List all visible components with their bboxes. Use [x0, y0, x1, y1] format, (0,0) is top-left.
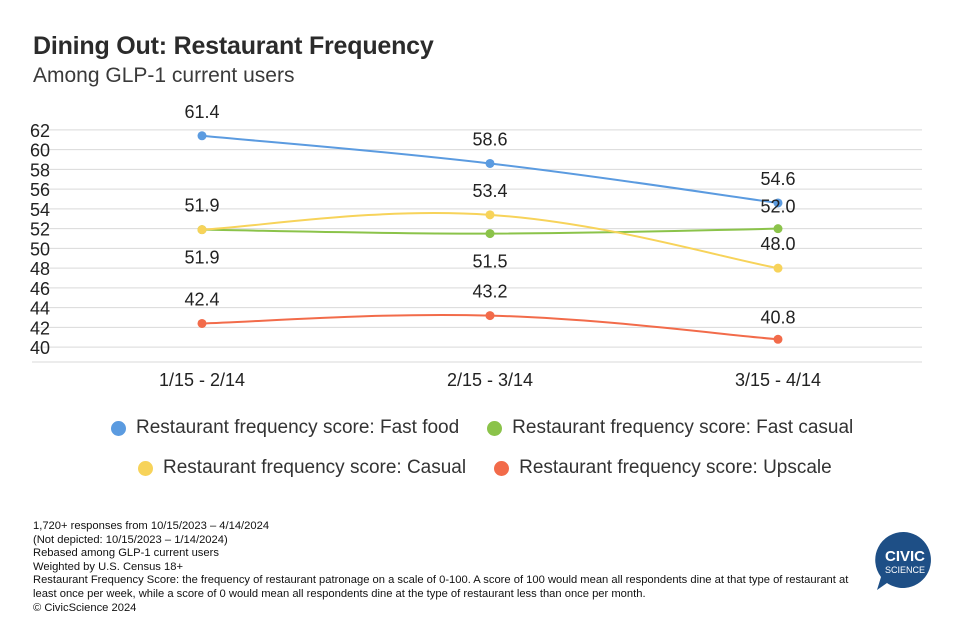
chart-subtitle: Among GLP-1 current users [33, 64, 295, 87]
footnotes: 1,720+ responses from 10/15/2023 – 4/14/… [33, 520, 863, 615]
data-label-fast-casual: 51.5 [472, 252, 507, 272]
x-tick-label: 3/15 - 4/14 [735, 370, 821, 390]
y-tick-label: 48 [30, 259, 50, 279]
data-label-fast-casual: 51.9 [184, 248, 219, 268]
y-tick-label: 52 [30, 220, 50, 240]
legend-label-casual: Restaurant frequency score: Casual [163, 457, 467, 478]
legend-item-upscale: Restaurant frequency score: Upscale [494, 457, 832, 479]
legend-label-upscale: Restaurant frequency score: Upscale [519, 457, 832, 478]
y-tick-label: 44 [30, 299, 50, 319]
y-tick-label: 62 [30, 121, 50, 141]
legend-label-fast-casual: Restaurant frequency score: Fast casual [512, 417, 854, 438]
chart-title: Dining Out: Restaurant Frequency [33, 32, 434, 60]
y-tick-label: 54 [30, 200, 50, 220]
data-point-casual [773, 263, 783, 273]
y-tick-label: 50 [30, 239, 50, 259]
data-point-upscale [773, 334, 783, 344]
y-tick-label: 46 [30, 279, 50, 299]
data-label-upscale: 43.2 [472, 282, 507, 302]
footnote-line: Weighted by U.S. Census 18+ [33, 560, 183, 573]
y-tick-label: 40 [30, 338, 50, 358]
data-point-upscale [485, 311, 495, 321]
data-point-casual [197, 225, 207, 235]
x-tick-label: 1/15 - 2/14 [159, 370, 245, 390]
logo-text-civic: CIVIC [885, 548, 925, 565]
data-point-fast-casual [485, 229, 495, 239]
legend-row-1: Restaurant frequency score: Fast food Re… [111, 417, 853, 439]
data-label-fast-casual: 52.0 [760, 197, 795, 217]
legend-item-casual: Restaurant frequency score: Casual [138, 457, 466, 479]
x-tick-label: 2/15 - 3/14 [447, 370, 533, 390]
footnote-line: Rebased among GLP-1 current users [33, 547, 219, 560]
data-point-upscale [197, 318, 207, 328]
data-label-upscale: 40.8 [760, 307, 795, 327]
footnote-line: © CivicScience 2024 [33, 601, 137, 614]
data-point-fast-food [197, 131, 207, 141]
data-point-fast-food [773, 198, 783, 208]
y-tick-label: 60 [30, 141, 50, 161]
logo-bubble-shape [875, 531, 931, 590]
legend-label-fast-food: Restaurant frequency score: Fast food [136, 417, 460, 438]
y-tick-label: 56 [30, 180, 50, 200]
legend-item-fast-casual: Restaurant frequency score: Fast casual [487, 417, 853, 439]
data-label-casual: 48.0 [760, 234, 795, 254]
data-label-fast-food: 54.6 [760, 169, 795, 189]
civicscience-logo: CIVIC SCIENCE [875, 531, 931, 590]
legend-dot-fast-food [111, 420, 126, 436]
data-label-fast-food: 61.4 [184, 102, 219, 122]
data-point-fast-casual [773, 224, 783, 234]
data-label-fast-food: 58.6 [472, 129, 507, 149]
legend-item-fast-food: Restaurant frequency score: Fast food [111, 417, 459, 439]
y-tick-label: 42 [30, 318, 50, 338]
data-label-casual: 51.9 [184, 196, 219, 216]
data-point-casual [485, 210, 495, 220]
footnote-line: 1,720+ responses from 10/15/2023 – 4/14/… [33, 520, 270, 532]
data-label-casual: 53.4 [472, 181, 507, 201]
legend-dot-upscale [494, 460, 510, 476]
footnote-line: Restaurant Frequency Score: the frequenc… [33, 574, 852, 600]
legend-dot-fast-casual [487, 420, 503, 436]
legend-dot-casual [138, 460, 153, 476]
logo-text-science: SCIENCE [885, 565, 925, 575]
legend-row-2: Restaurant frequency score: Casual Resta… [138, 457, 832, 479]
data-label-upscale: 42.4 [184, 289, 219, 309]
data-point-fast-food [485, 158, 495, 168]
y-tick-label: 58 [30, 160, 50, 180]
footnote-line: (Not depicted: 10/15/2023 – 1/14/2024) [33, 533, 228, 546]
